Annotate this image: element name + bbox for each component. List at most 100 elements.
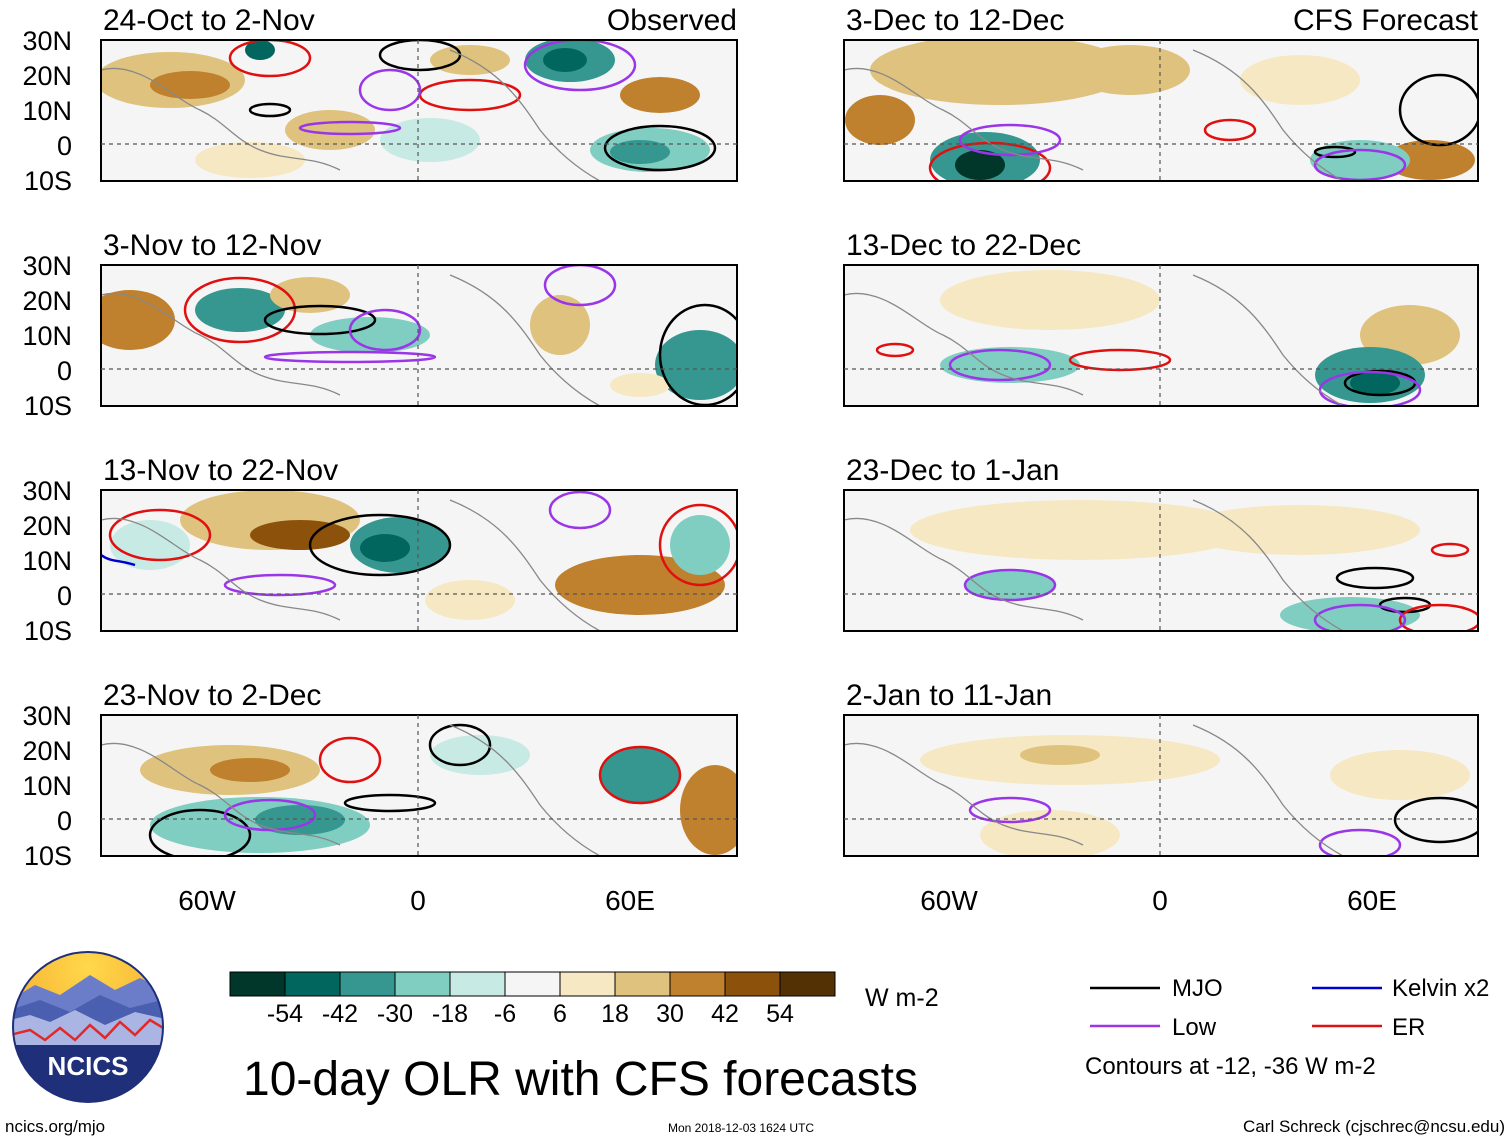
olr-anomaly-dry <box>1385 140 1475 180</box>
logo-text: NCICS <box>48 1051 129 1081</box>
low-contour <box>963 568 1057 602</box>
lat-label: 10N <box>22 321 72 351</box>
colorbar-swatch <box>504 971 561 997</box>
colorbar-swatch <box>779 971 836 997</box>
lat-label: 10N <box>22 96 72 126</box>
coastline <box>101 517 341 621</box>
legend-er-label: ER <box>1392 1014 1425 1041</box>
olr-anomaly-dry <box>210 758 290 782</box>
lat-label: 20N <box>22 511 72 541</box>
mjo-contour <box>1393 796 1478 844</box>
olr-anomaly-wet <box>940 347 1080 383</box>
observed-panel-3-title: 13-Nov to 22-Nov <box>103 454 338 487</box>
low-contour <box>548 490 612 530</box>
coastline <box>101 67 341 171</box>
olr-anomaly-wet <box>195 288 285 332</box>
low-contour <box>1318 370 1422 406</box>
colorbar-swatch <box>614 971 671 997</box>
low-contour <box>543 265 617 307</box>
coastline <box>844 517 1084 621</box>
colorbar-swatch <box>449 971 506 997</box>
mjo-contour <box>1335 566 1415 590</box>
olr-anomaly-dry <box>1240 55 1360 105</box>
low-contour <box>298 120 402 136</box>
lat-label: 0 <box>57 356 72 386</box>
olr-anomaly-dry <box>150 71 230 99</box>
coastline <box>1192 499 1344 631</box>
colorbar-tick-label: -18 <box>432 1000 468 1028</box>
mjo-contour <box>428 723 492 767</box>
lat-label: 10S <box>24 616 72 646</box>
er-contour <box>183 276 297 344</box>
lat-label: 10S <box>24 166 72 196</box>
forecast-column <box>843 39 1479 857</box>
legend-kelvin-label: Kelvin x2 <box>1392 975 1489 1002</box>
lat-label: 30N <box>22 476 72 506</box>
coastline <box>101 742 341 846</box>
olr-anomaly-wet <box>670 515 730 575</box>
low-contour <box>223 573 337 597</box>
olr-anomaly-dry <box>195 142 305 178</box>
olr-anomaly-wet <box>600 747 680 803</box>
er-contour <box>598 745 682 805</box>
coastline <box>1192 724 1344 856</box>
er-contour <box>1068 348 1172 372</box>
olr-anomaly-dry <box>845 95 915 145</box>
mjo-contour <box>603 124 717 172</box>
er-contour <box>108 508 212 562</box>
lon-label-0-left: 0 <box>410 885 426 916</box>
er-contour <box>1398 603 1478 631</box>
colorbar-swatch <box>724 971 781 997</box>
forecast-label: CFS Forecast <box>1293 4 1479 37</box>
lon-label-60e-left: 60E <box>605 885 655 916</box>
lat-label: 10N <box>22 771 72 801</box>
colorbar-tick-label: -42 <box>322 1000 358 1028</box>
olr-anomaly-wet <box>255 805 345 835</box>
main-title: 10-day OLR with CFS forecasts <box>243 1053 918 1106</box>
latitude-axis: 30N 20N 10N 0 10S 30N 20N 10N 0 10S 30N 20N 10N 0 10S 3… <box>22 26 72 871</box>
colorbar-units: W m-2 <box>865 984 939 1012</box>
er-contour <box>875 342 915 358</box>
olr-anomaly-dry <box>250 520 350 550</box>
er-contour <box>658 503 737 587</box>
forecast-panel-1 <box>843 39 1479 182</box>
lon-label-60e-right: 60E <box>1347 885 1397 916</box>
coastline <box>1192 274 1344 406</box>
lon-label-60w-right: 60W <box>920 885 978 916</box>
olr-anomaly-dry <box>425 580 515 620</box>
colorbar-swatch <box>669 971 726 997</box>
colorbar-tick-label: 6 <box>553 1000 567 1028</box>
observed-panel-3 <box>100 489 738 632</box>
lat-label: 0 <box>57 581 72 611</box>
low-contour <box>968 796 1052 824</box>
kelvin-contour <box>101 553 136 567</box>
colorbar-swatch <box>394 971 451 997</box>
low-contour <box>348 308 422 352</box>
mjo-contour <box>308 513 452 577</box>
colorbar-swatch <box>559 971 616 997</box>
olr-anomaly-wet <box>380 118 480 162</box>
colorbar-swatch <box>284 971 341 997</box>
low-contour <box>1313 603 1407 631</box>
colorbar-swatch <box>339 971 396 997</box>
mjo-contour <box>263 304 377 336</box>
olr-anomaly-dry <box>1330 750 1470 800</box>
legend-low-label: Low <box>1172 1014 1217 1041</box>
lat-label: 30N <box>22 701 72 731</box>
footer-timestamp: Mon 2018-12-03 1624 UTC <box>668 1121 814 1135</box>
coastline <box>844 292 1084 396</box>
olr-anomaly-dry <box>285 110 375 150</box>
olr-anomaly-wet <box>245 40 275 60</box>
forecast-panel-3-title: 23-Dec to 1-Jan <box>846 454 1059 487</box>
forecast-panel-4-title: 2-Jan to 11-Jan <box>846 679 1052 712</box>
olr-anomaly-dry <box>530 295 590 355</box>
olr-anomaly-dry <box>101 290 175 350</box>
forecast-panel-4 <box>843 714 1479 857</box>
er-contour <box>1203 118 1257 142</box>
colorbar-tick-label: 18 <box>601 1000 629 1028</box>
mjo-contour <box>248 102 292 118</box>
colorbar-tick-label: -54 <box>267 1000 303 1028</box>
olr-anomaly-wet <box>1310 140 1410 180</box>
observed-panel-4 <box>100 714 738 857</box>
